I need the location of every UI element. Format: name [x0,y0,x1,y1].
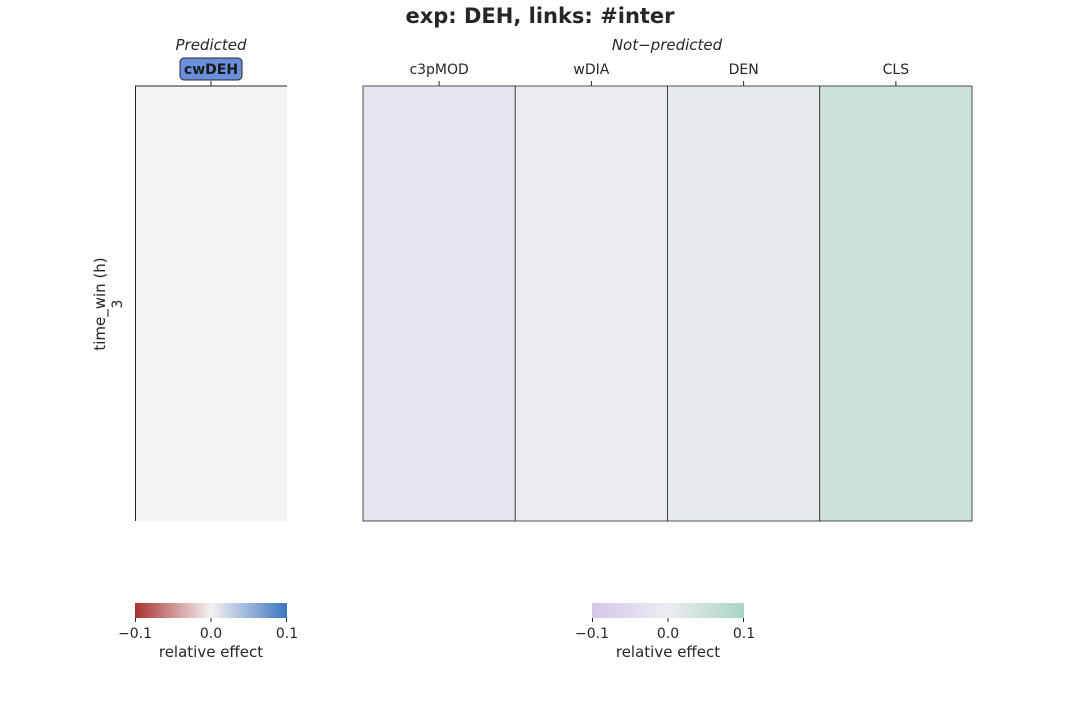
heatmap-cells-not-predicted [362,85,973,522]
colorbar-gradient-predicted [135,603,287,618]
column-ticks-predicted: cwDEH [179,57,243,86]
x-tick-label-wdia: wDIA [573,62,609,78]
colorbar-tick-label: −0.1 [118,626,152,642]
y-axis-label: time_win (h) [91,257,110,350]
colorbar-label-not-predicted: relative effect [616,643,720,661]
panel-not-predicted: Not−predicted c3pMOD wDIA DEN CLS [362,36,973,522]
colorbar-tick-label: 0.1 [733,626,755,642]
heatmap-cells-predicted [135,86,287,521]
x-tick-label-cwdeh: cwDEH [184,62,238,78]
colorbar-gradient-not-predicted [592,603,744,618]
x-tick-label-den: DEN [729,62,759,78]
heatmap-cell-cwdeh [135,86,287,521]
highlight-box [179,57,243,81]
heatmap-cell-cls [819,85,973,522]
colorbar-tick-label: −0.1 [575,626,609,642]
colorbar-tick-label: 0.0 [657,626,679,642]
panel-title-not-predicted: Not−predicted [612,36,723,54]
x-tick-label-cls: CLS [883,62,910,78]
colorbar-predicted: −0.1 0.0 0.1 relative effect [118,603,298,661]
colorbar-not-predicted: −0.1 0.0 0.1 relative effect [575,603,755,661]
x-tick-label-c3pmod: c3pMOD [409,62,468,78]
heatmap-cell-wdia [514,85,668,522]
colorbar-label-predicted: relative effect [159,643,263,661]
colorbar-tick-label: 0.0 [200,626,222,642]
y-tick-label: 3 [110,300,126,309]
heatmap-cell-c3pmod [362,85,516,522]
chart-title: exp: DEH, links: #inter [405,4,675,28]
colorbar-tick-label: 0.1 [276,626,298,642]
heatmap-cell-den [667,85,821,522]
panel-predicted: Predicted cwDEH [135,36,287,521]
panel-title-predicted: Predicted [175,36,246,54]
column-ticks-not-predicted: c3pMOD wDIA DEN CLS [409,62,909,86]
